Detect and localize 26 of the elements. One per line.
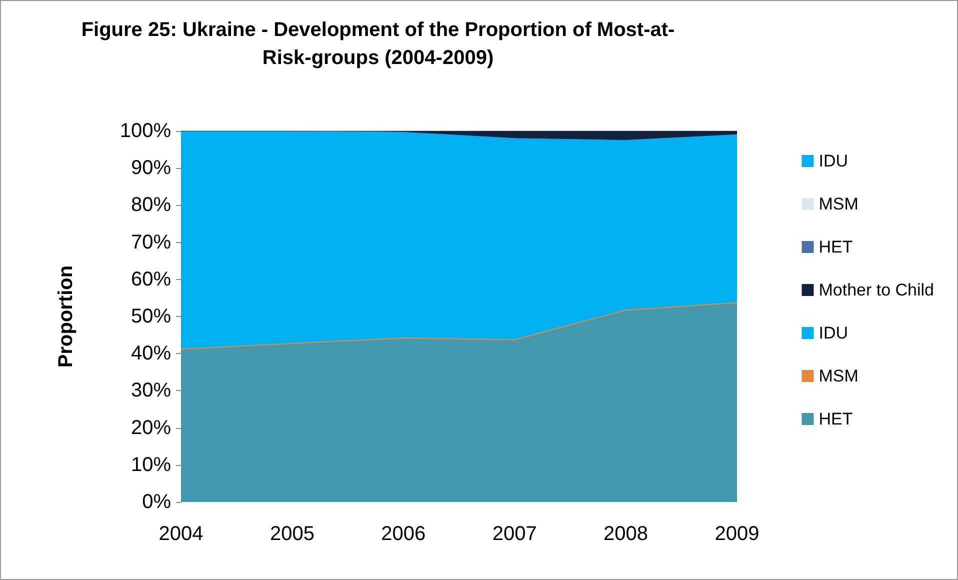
y-axis-title: Proportion: [55, 265, 77, 368]
y-tick-label: 80%: [130, 194, 172, 216]
y-tick-label: 100%: [120, 120, 172, 142]
y-tick-label: 0%: [142, 491, 172, 513]
x-tick-label: 2007: [492, 523, 537, 545]
y-tick-label: 90%: [130, 157, 172, 180]
chart-title: Figure 25: Ukraine - Development of the Proportion of Most-at- Risk-groups (2004-2009): [81, 19, 675, 69]
legend-label: Mother to Child: [818, 280, 934, 300]
x-tick-label: 2004: [158, 523, 204, 545]
legend-label: MSM: [818, 366, 858, 386]
y-tick-label: 10%: [130, 454, 172, 476]
y-tick-label: 40%: [130, 342, 172, 365]
x-tick-label: 2008: [604, 523, 648, 545]
x-tick-label: 2009: [714, 523, 760, 545]
legend-label: IDU: [818, 324, 848, 342]
y-tick-label: 70%: [130, 231, 172, 254]
legend-label: MSM: [818, 194, 858, 214]
x-tick-label: 2005: [270, 523, 314, 545]
y-tick-label: 30%: [130, 380, 172, 402]
legend-label: HET: [818, 238, 853, 256]
y-tick-label: 60%: [130, 268, 172, 290]
y-tick-label: 20%: [130, 416, 172, 439]
legend-label: IDU: [818, 152, 848, 170]
y-tick-label: 50%: [130, 306, 172, 328]
x-tick-label: 2006: [381, 523, 426, 545]
legend-label: HET: [818, 410, 853, 428]
